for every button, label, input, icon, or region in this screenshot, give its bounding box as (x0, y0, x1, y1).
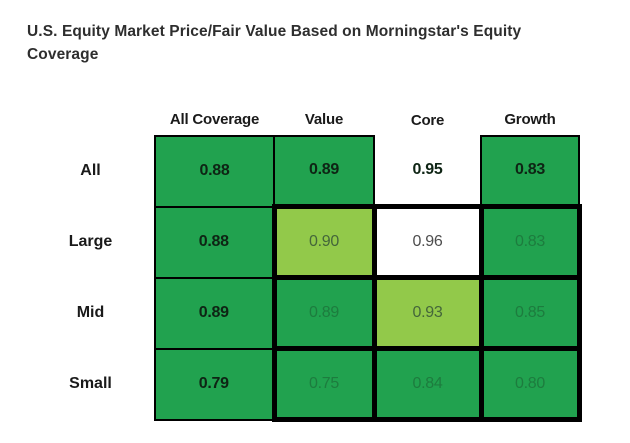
page: U.S. Equity Market Price/Fair Value Base… (0, 20, 630, 443)
column-header-row: All Coverage Value Core Growth (27, 103, 579, 136)
cell-small-core: 0.84 (371, 346, 484, 422)
table-row-all: All 0.88 0.89 0.95 0.83 (27, 134, 580, 208)
table-row-mid: Mid 0.89 0.89 0.93 0.85 (27, 275, 582, 351)
column-header-growth: Growth (504, 110, 556, 128)
column-header-all-coverage: All Coverage (169, 110, 260, 128)
cell-large-growth: 0.83 (478, 204, 582, 280)
cell-mid-core: 0.93 (371, 275, 484, 351)
price-fair-value-table: All Coverage Value Core Growth All 0.88 … (27, 103, 582, 422)
cell-mid-growth: 0.85 (478, 275, 582, 351)
corner-spacer (27, 103, 155, 136)
cell-all-growth: 0.83 (480, 134, 580, 208)
cell-mid-all-coverage: 0.89 (154, 276, 275, 350)
row-header-large: Large (27, 206, 155, 278)
row-header-mid: Mid (27, 277, 155, 349)
chart-title: U.S. Equity Market Price/Fair Value Base… (27, 23, 522, 64)
column-header-core: Core (410, 111, 445, 129)
cell-large-core: 0.96 (371, 204, 484, 280)
cell-all-value: 0.89 (273, 134, 375, 208)
row-header-small: Small (27, 348, 155, 420)
cell-all-all-coverage: 0.88 (154, 134, 275, 208)
cell-all-core: 0.95 (374, 135, 481, 207)
cell-small-value: 0.75 (271, 346, 377, 422)
row-header-all: All (27, 135, 155, 207)
table-row-large: Large 0.88 0.90 0.96 0.83 (27, 204, 582, 280)
table-row-small: Small 0.79 0.75 0.84 0.80 (27, 346, 582, 422)
cell-large-value: 0.90 (271, 204, 377, 280)
cell-mid-value: 0.89 (271, 275, 377, 351)
column-header-value: Value (304, 110, 344, 128)
cell-small-growth: 0.80 (478, 346, 582, 422)
cell-large-all-coverage: 0.88 (154, 205, 275, 279)
cell-small-all-coverage: 0.79 (154, 347, 275, 421)
